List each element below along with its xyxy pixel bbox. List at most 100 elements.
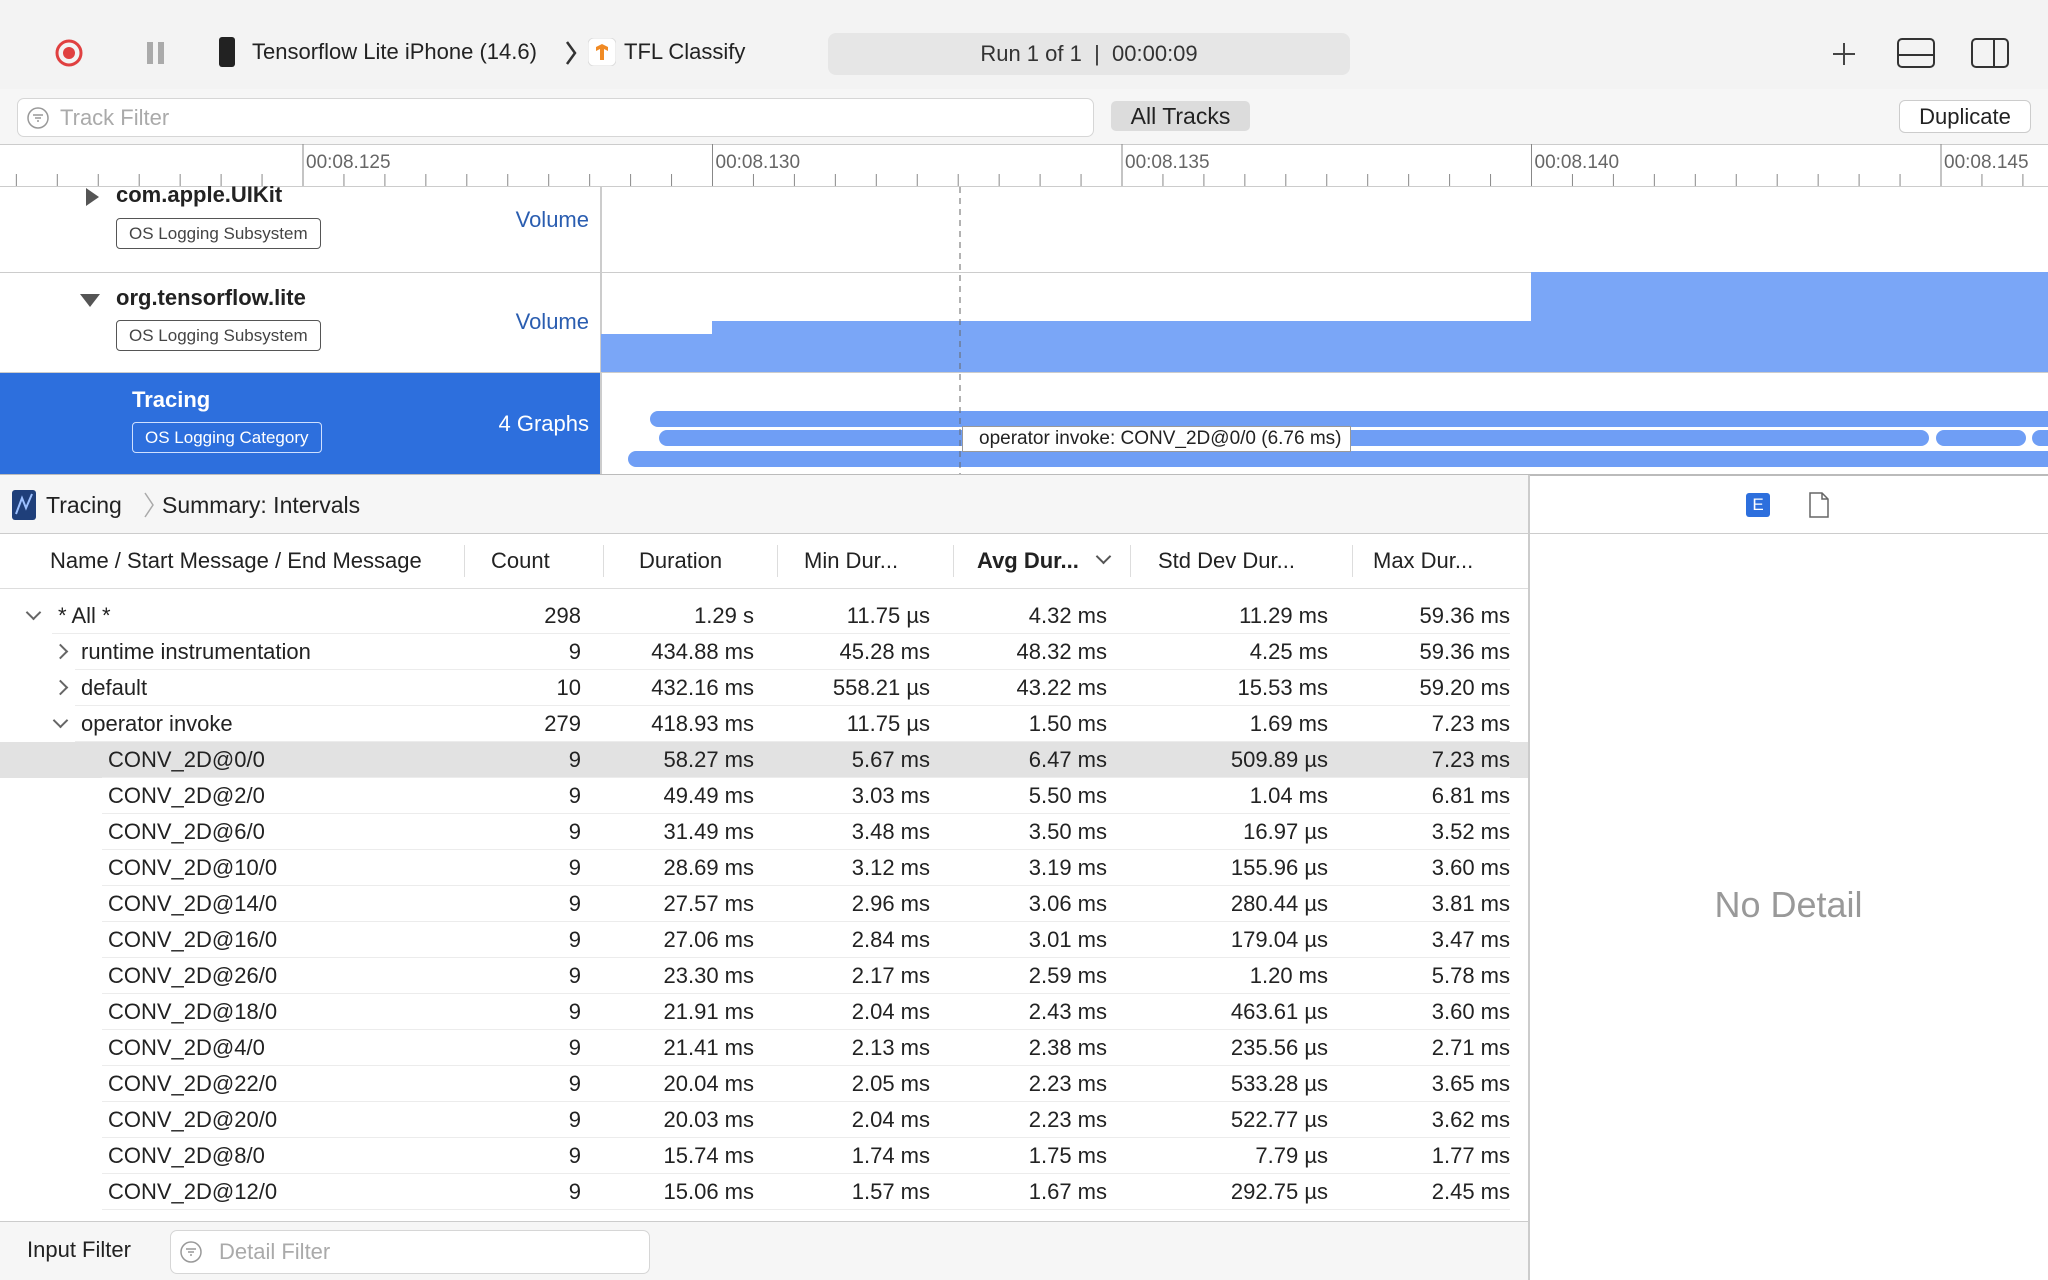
row-value: 9 (568, 1179, 581, 1204)
device-name[interactable]: Tensorflow Lite iPhone (14.6) (252, 39, 537, 64)
row-value: 279 (544, 711, 581, 736)
instrument-icon (12, 490, 36, 520)
row-value: 7.79 µs (1255, 1143, 1328, 1168)
table-row[interactable]: operator invoke 279 418.93 ms 11.75 µs 1.50 … (0, 706, 1528, 742)
table-row[interactable]: CONV_2D@10/0 9 28.69 ms 3.12 ms 3.19 ms 155.9… (0, 850, 1528, 886)
row-value: 11.75 µs (846, 603, 930, 628)
row-value: 2.45 ms (1431, 1179, 1510, 1204)
row-value: 59.36 ms (1419, 639, 1511, 664)
row-separator (102, 777, 1510, 778)
breadcrumb[interactable]: Tracing (46, 492, 122, 518)
table-row[interactable]: CONV_2D@12/0 9 15.06 ms 1.57 ms 1.67 ms 292.7… (0, 1174, 1528, 1210)
track-row[interactable] (0, 272, 2048, 373)
column-header[interactable]: Std Dev Dur... (1158, 548, 1295, 573)
all-tracks-button[interactable]: All Tracks (1111, 101, 1250, 131)
divider (600, 187, 602, 474)
row-value: 6.47 ms (1028, 747, 1107, 772)
row-value: 3.48 ms (851, 819, 930, 844)
table-row[interactable]: CONV_2D@6/0 9 31.49 ms 3.48 ms 3.50 ms 16.97 … (0, 814, 1528, 850)
column-header[interactable]: Name / Start Message / End Message (50, 548, 422, 573)
disclosure[interactable] (52, 643, 69, 660)
duplicate-button[interactable]: Duplicate (1899, 100, 2031, 133)
disclosure[interactable] (52, 712, 69, 729)
detail-filter-field[interactable]: Detail Filter (170, 1230, 650, 1274)
tooltip: operator invoke: CONV_2D@0/0 (6.76 ms) (962, 426, 1351, 452)
table-row[interactable]: CONV_2D@20/0 9 20.03 ms 2.04 ms 2.23 ms 522.7… (0, 1102, 1528, 1138)
track-name: com.apple.UIKit (116, 182, 283, 207)
row-separator (102, 1065, 1510, 1066)
table-row[interactable]: CONV_2D@4/0 9 21.41 ms 2.13 ms 2.38 ms 235.56… (0, 1030, 1528, 1066)
pause-button[interactable] (145, 40, 167, 66)
row-name: CONV_2D@16/0 (108, 927, 278, 952)
track-row[interactable] (0, 187, 2048, 273)
column-header[interactable]: Min Dur... (804, 548, 899, 573)
time-ruler: 00:08.125 00:08.130 00:08.135 00:08.140 00:0… (0, 144, 2048, 187)
disclosure[interactable] (25, 604, 42, 621)
table-row[interactable]: CONV_2D@22/0 9 20.04 ms 2.05 ms 2.23 ms 533.2… (0, 1066, 1528, 1102)
row-value: 2.05 ms (851, 1071, 930, 1096)
column-header[interactable]: Max Dur... (1373, 548, 1474, 573)
row-value: 9 (568, 927, 581, 952)
table-row[interactable]: * All * 298 1.29 s 11.75 µs 4.32 ms 11.29 ms 5… (0, 598, 1528, 634)
extended-detail-tab[interactable]: E (1746, 493, 1770, 517)
record-button[interactable] (54, 38, 84, 68)
table-row[interactable]: default 10 432.16 ms 558.21 µs 43.22 ms 15.53… (0, 670, 1528, 706)
row-value: 9 (568, 999, 581, 1024)
row-value: 9 (568, 639, 581, 664)
row-value: 45.28 ms (839, 639, 931, 664)
row-value: 533.28 µs (1230, 1071, 1328, 1096)
row-value: 3.50 ms (1028, 819, 1107, 844)
row-value: 2.23 ms (1028, 1071, 1107, 1096)
row-name: operator invoke (81, 711, 233, 736)
divider (1528, 475, 1530, 1280)
table-row[interactable]: CONV_2D@8/0 9 15.74 ms 1.74 ms 1.75 ms 7.79 µ… (0, 1138, 1528, 1174)
disclosure[interactable] (82, 186, 102, 208)
disclosure[interactable] (52, 679, 69, 696)
row-separator (102, 1101, 1510, 1102)
row-value: 49.49 ms (663, 783, 755, 808)
row-name: CONV_2D@10/0 (108, 855, 278, 880)
row-value: 20.04 ms (663, 1071, 755, 1096)
track-badge: OS Logging Subsystem (116, 218, 321, 249)
ruler-label: 00:08.135 (1125, 152, 1210, 173)
table-row[interactable]: CONV_2D@16/0 9 27.06 ms 2.84 ms 3.01 ms 179.0… (0, 922, 1528, 958)
row-value: 11.75 µs (846, 711, 930, 736)
row-value: 9 (568, 963, 581, 988)
table-row[interactable]: CONV_2D@14/0 9 27.57 ms 2.96 ms 3.06 ms 280.4… (0, 886, 1528, 922)
row-separator (102, 993, 1510, 994)
row-value: 11.29 ms (1239, 603, 1328, 628)
column-header[interactable]: Count (491, 548, 550, 573)
row-name: CONV_2D@4/0 (108, 1035, 265, 1060)
disclosure[interactable] (78, 290, 102, 310)
row-name: CONV_2D@8/0 (108, 1143, 265, 1168)
row-separator (75, 741, 1510, 742)
row-name: CONV_2D@0/0 (108, 747, 265, 772)
row-value: 9 (568, 819, 581, 844)
row-value: 23.30 ms (663, 963, 755, 988)
table-row[interactable]: CONV_2D@18/0 9 21.91 ms 2.04 ms 2.43 ms 463.6… (0, 994, 1528, 1030)
input-filter-label[interactable]: Input Filter (27, 1237, 131, 1262)
bottom-panel-toggle[interactable] (1897, 38, 1935, 68)
row-value: 5.50 ms (1028, 783, 1107, 808)
row-value: 1.74 ms (851, 1143, 930, 1168)
table-row[interactable]: CONV_2D@2/0 9 49.49 ms 3.03 ms 5.50 ms 1.04 m… (0, 778, 1528, 814)
row-value: 522.77 µs (1230, 1107, 1328, 1132)
track-row-selected[interactable] (0, 373, 601, 474)
table-row[interactable]: runtime instrumentation 9 434.88 ms 45.28 m… (0, 634, 1528, 670)
track-filter-field[interactable]: Track Filter (17, 98, 1094, 137)
add-button[interactable] (1830, 40, 1858, 68)
table-row[interactable]: CONV_2D@26/0 9 23.30 ms 2.17 ms 2.59 ms 1.20 … (0, 958, 1528, 994)
column-header[interactable]: Avg Dur... (977, 548, 1079, 573)
row-value: 9 (568, 747, 581, 772)
table-row-selected[interactable]: CONV_2D@0/0 9 58.27 ms 5.67 ms 6.47 ms 509.89… (0, 742, 1528, 778)
column-separator (777, 545, 778, 577)
row-name: default (81, 675, 148, 700)
column-header[interactable]: Duration (639, 548, 723, 573)
inspector-toggle[interactable] (1971, 38, 2009, 68)
row-value: 59.20 ms (1419, 675, 1511, 700)
row-name: CONV_2D@2/0 (108, 783, 265, 808)
app-name[interactable]: TFL Classify (624, 39, 746, 64)
file-tab[interactable] (1808, 492, 1830, 518)
row-name: CONV_2D@22/0 (108, 1071, 278, 1096)
breadcrumb[interactable]: Summary: Intervals (162, 492, 361, 518)
